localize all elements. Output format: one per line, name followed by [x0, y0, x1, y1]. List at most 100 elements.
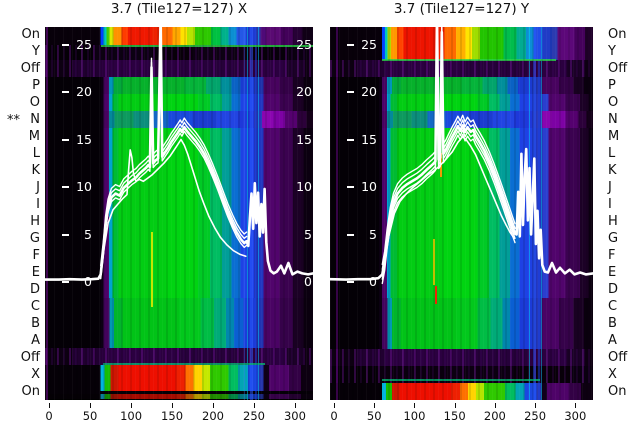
- row-label-x-20: X: [31, 366, 40, 382]
- band-edge-line: [102, 363, 265, 365]
- hot-pixel-column: [433, 239, 436, 285]
- x-tick-label: 300: [283, 409, 306, 423]
- heatmap-row: [45, 315, 313, 332]
- x-tick-label: 250: [524, 409, 547, 423]
- panel-title-y: 3.7 (Tile127=127) Y: [393, 1, 530, 17]
- x-tick-mark: [253, 403, 255, 408]
- row-label-b-17: B: [31, 315, 40, 331]
- row-label-y-1: Y: [32, 44, 40, 60]
- row-label-h-11: H: [30, 213, 40, 229]
- row-label-off-2: Off: [20, 61, 40, 77]
- row-label-c-16: C: [608, 298, 618, 314]
- heatmap-row: [330, 281, 593, 298]
- row-label-l-7: L: [608, 146, 616, 162]
- row-label-e-14: E: [608, 264, 617, 280]
- bundle-curve: [381, 27, 516, 266]
- main-curve: [45, 27, 313, 281]
- row-label-m-6: M: [28, 129, 40, 145]
- hot-pixel-column: [435, 286, 438, 304]
- x-tick-mark: [374, 403, 376, 408]
- row-label-k-8: K: [31, 163, 40, 179]
- secondary-curve: [99, 138, 247, 276]
- row-label-g-12: G: [608, 230, 619, 246]
- heatmap-row: [330, 315, 593, 332]
- heatmap-row: [330, 94, 593, 111]
- row-label-h-11: H: [608, 213, 618, 229]
- hot-pixel-column: [151, 232, 154, 307]
- x-tick-mark: [49, 403, 51, 408]
- x-tick-mark: [454, 403, 456, 408]
- x-tick-label: 50: [82, 409, 98, 423]
- row-label-off-19: Off: [608, 349, 628, 365]
- heatmap-row: [45, 60, 313, 77]
- row-label-on-0: On: [21, 27, 40, 43]
- row-label-x-20: X: [608, 366, 617, 382]
- x-tick-label: 250: [243, 409, 265, 423]
- panel-title-x: 3.7 (Tile127=127) X: [110, 1, 248, 17]
- row-label-o-4: O: [29, 95, 40, 111]
- row-label-l-7: L: [32, 146, 40, 162]
- row-label-b-17: B: [608, 315, 617, 331]
- row-label-g-12: G: [29, 230, 40, 246]
- band-edge-line: [382, 379, 541, 381]
- rfi-stripe: [247, 27, 249, 400]
- row-label-n-5: N: [608, 112, 618, 128]
- heatmap-row: [45, 394, 313, 399]
- row-label-p-3: P: [32, 78, 40, 94]
- rfi-stripe: [46, 27, 49, 400]
- row-label-off-2: Off: [608, 61, 628, 77]
- secondary-curve: [383, 135, 515, 269]
- row-label-d-15: D: [608, 281, 619, 297]
- x-tick-mark: [334, 403, 336, 408]
- row-label-off-19: Off: [20, 349, 40, 365]
- row-label-y-1: Y: [608, 44, 616, 60]
- rfi-stripe: [335, 27, 338, 400]
- heatmap-row: [45, 213, 313, 230]
- x-tick-mark: [131, 403, 133, 408]
- bundle-curve: [381, 27, 516, 280]
- heatmap-row: [45, 281, 313, 298]
- heatmap-row: [330, 383, 593, 400]
- heatmap-row: [45, 94, 313, 111]
- x-tick-mark: [494, 403, 496, 408]
- band-edge-line: [382, 59, 557, 61]
- heatmap-row: [330, 27, 593, 45]
- heatmap-row: [330, 298, 593, 315]
- heatmap-panel-y: 25 20 15 10 5 0: [330, 27, 593, 400]
- row-label-p-3: P: [608, 78, 616, 94]
- heatmap-row: [330, 366, 593, 383]
- x-tick-label: 100: [403, 409, 426, 423]
- heatmap-row: [45, 27, 313, 45]
- row-label-m-6: M: [608, 129, 620, 145]
- heatmap-panel-x: 25 20 15 10 5 0 25 20 15 10 5 0: [45, 27, 313, 400]
- heatmap-row: [330, 349, 593, 366]
- heatmap-row: [45, 111, 313, 128]
- x-tick-label: 200: [483, 409, 506, 423]
- profile-curves: [45, 27, 313, 281]
- x-tick-label: 150: [161, 409, 184, 423]
- heatmap-row: [45, 162, 313, 179]
- x-tick-label: 300: [564, 409, 587, 423]
- row-label-i-10: I: [36, 197, 40, 213]
- x-tick-mark: [90, 403, 92, 408]
- heatmap-row: [45, 298, 313, 315]
- profile-curves: [330, 27, 593, 285]
- row-label-a-18: A: [31, 332, 40, 348]
- row-label-f-13: F: [608, 247, 616, 263]
- band-edge-line: [101, 45, 313, 47]
- heatmap-row: [45, 145, 313, 162]
- heatmap-row: [330, 60, 593, 77]
- x-tick-mark: [414, 403, 416, 408]
- rfi-stripe: [243, 27, 245, 400]
- x-tick-label: 100: [120, 409, 143, 423]
- row-label-on-21: On: [608, 383, 627, 399]
- heatmap-row: [45, 247, 313, 264]
- main-curve: [330, 27, 593, 281]
- heatmap-row: [330, 264, 593, 281]
- row-label-on-0: On: [608, 27, 627, 43]
- flagged-row-marker: **: [7, 113, 20, 129]
- heatmap-row: [330, 230, 593, 247]
- bundle-curve: [100, 27, 248, 280]
- row-label-i-10: I: [608, 197, 612, 213]
